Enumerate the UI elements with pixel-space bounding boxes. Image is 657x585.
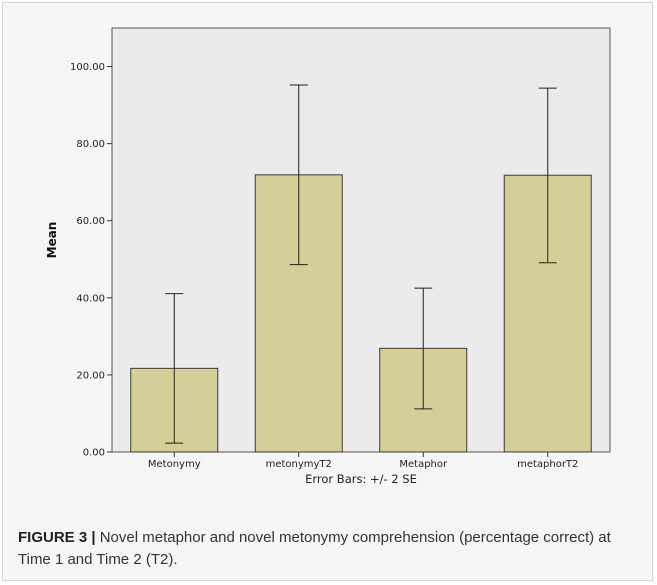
x-tick-label-Metaphor: Metaphor xyxy=(399,459,448,470)
x-tick-label-Metonymy: Metonymy xyxy=(148,459,201,470)
y-tick-label-20.00: 20.00 xyxy=(76,370,105,381)
bar-chart: 0.00 20.00 40.00 60.00 80.00 100.00 Metonymy m… xyxy=(45,27,611,486)
y-tick-label-0.00: 0.00 xyxy=(83,448,105,459)
x-axis: Metonymy metonymyT2 Metaphor metaphorT2 xyxy=(148,452,578,470)
figure-caption: FIGURE 3 | Novel metaphor and novel meto… xyxy=(18,527,638,571)
caption-label: FIGURE 3 | xyxy=(18,529,96,546)
caption-text: Novel metaphor and novel metonymy compre… xyxy=(18,529,611,568)
x-tick-label-metaphorT2: metaphorT2 xyxy=(517,459,578,470)
y-tick-label-100.00: 100.00 xyxy=(70,62,105,73)
y-tick-label-80.00: 80.00 xyxy=(76,139,105,150)
x-tick-label-metonymyT2: metonymyT2 xyxy=(266,459,332,470)
y-axis: 0.00 20.00 40.00 60.00 80.00 100.00 xyxy=(70,62,112,459)
error-bars-group xyxy=(165,84,557,444)
y-axis-title: Mean xyxy=(45,222,59,259)
y-tick-label-40.00: 40.00 xyxy=(76,293,105,304)
y-tick-label-60.00: 60.00 xyxy=(76,216,105,227)
error-bars-note: Error Bars: +/- 2 SE xyxy=(305,472,417,486)
